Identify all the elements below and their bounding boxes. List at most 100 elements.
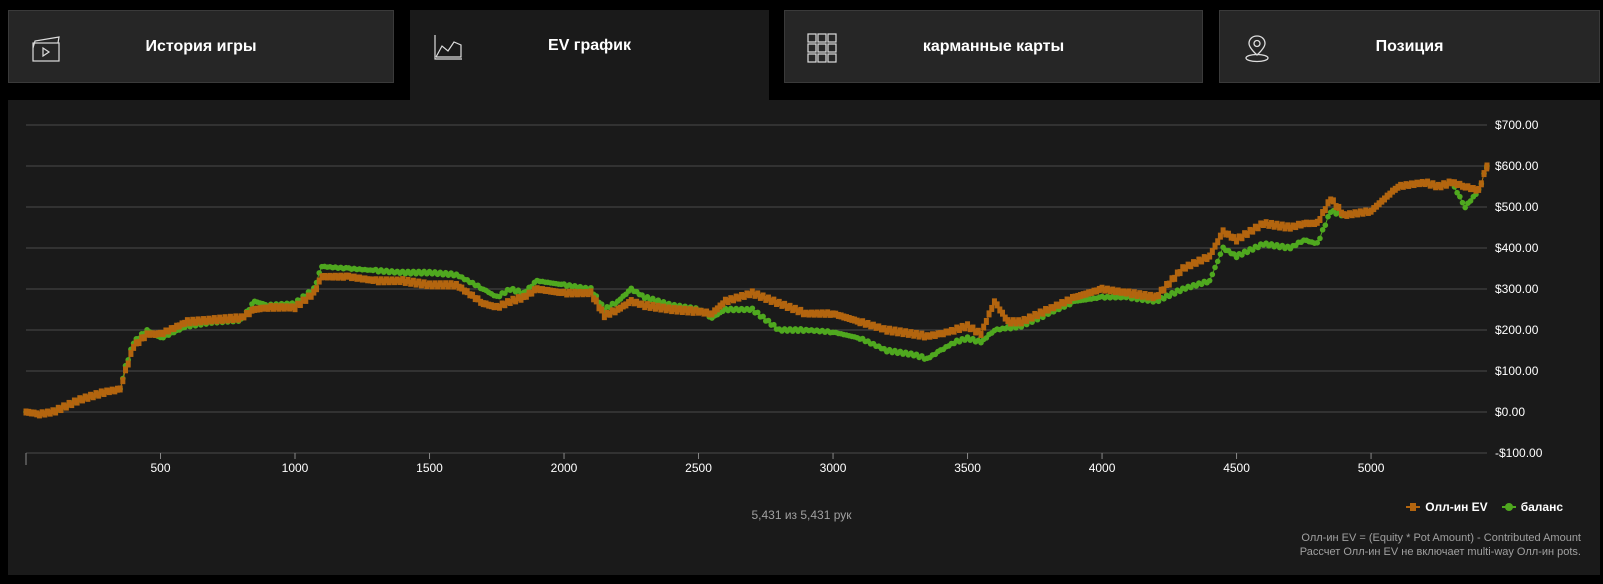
- data-point-allin-ev: [1156, 292, 1162, 300]
- data-point-allin-ev: [1131, 289, 1137, 297]
- data-point-allin-ev: [1099, 284, 1105, 292]
- data-point-allin-ev: [502, 301, 508, 309]
- data-point-allin-ev: [88, 391, 94, 399]
- data-point-allin-ev: [120, 377, 126, 385]
- data-point-allin-ev: [117, 385, 123, 393]
- data-point-allin-ev: [1242, 230, 1248, 238]
- data-point-allin-ev: [394, 276, 400, 284]
- data-point-allin-ev: [873, 323, 879, 331]
- data-point-allin-ev: [1026, 313, 1032, 321]
- data-point-allin-ev: [862, 320, 868, 328]
- tab-game-history[interactable]: История игры: [8, 10, 394, 83]
- data-point-balance: [1317, 235, 1323, 242]
- data-point-allin-ev: [628, 297, 634, 305]
- data-point-allin-ev: [206, 315, 212, 323]
- x-tick-label: 500: [150, 461, 170, 475]
- data-point-allin-ev: [774, 299, 780, 307]
- data-point-allin-ev: [1153, 292, 1159, 300]
- data-point-allin-ev: [445, 282, 451, 290]
- data-point-allin-ev: [537, 286, 543, 294]
- data-point-allin-ev: [292, 305, 298, 313]
- data-point-allin-ev: [461, 287, 467, 295]
- data-point-allin-ev: [499, 300, 505, 308]
- data-point-allin-ev: [281, 304, 287, 312]
- hands-count: 5,431 из 5,431 рук: [751, 508, 852, 522]
- data-point-allin-ev: [39, 409, 45, 417]
- data-point-allin-ev: [1096, 285, 1102, 293]
- data-point-allin-ev: [1191, 259, 1197, 267]
- data-point-allin-ev: [265, 304, 271, 312]
- data-point-allin-ev: [846, 315, 852, 323]
- data-point-allin-ev: [599, 306, 605, 314]
- data-point-allin-ev: [967, 325, 973, 333]
- data-point-allin-ev: [1204, 255, 1210, 263]
- data-point-allin-ev: [427, 280, 433, 288]
- data-point-allin-ev: [316, 277, 322, 285]
- data-point-allin-ev: [650, 301, 656, 309]
- data-point-allin-ev: [424, 282, 430, 290]
- data-point-allin-ev: [478, 298, 484, 306]
- data-point-allin-ev: [227, 313, 233, 321]
- data-point-allin-ev: [1387, 190, 1393, 198]
- data-point-allin-ev: [163, 327, 169, 335]
- data-point-allin-ev: [472, 295, 478, 303]
- tab-hole-cards[interactable]: карманные карты: [784, 10, 1203, 83]
- data-point-allin-ev: [849, 315, 855, 323]
- data-point-allin-ev: [935, 330, 941, 338]
- data-point-allin-ev: [1115, 287, 1121, 295]
- data-point-allin-ev: [1223, 230, 1229, 238]
- x-tick-label: 2500: [685, 461, 712, 475]
- legend-item-allin-ev[interactable]: Олл-ин EV: [1406, 500, 1488, 514]
- data-point-allin-ev: [314, 285, 320, 293]
- data-point-allin-ev: [1169, 275, 1175, 283]
- data-point-allin-ev: [1330, 197, 1336, 205]
- data-point-allin-ev: [1317, 216, 1323, 224]
- data-point-allin-ev: [620, 302, 626, 310]
- data-point-allin-ev: [190, 316, 196, 324]
- tab-ev-chart[interactable]: EV график: [410, 10, 769, 100]
- data-point-allin-ev: [782, 300, 788, 308]
- data-point-allin-ev: [545, 287, 551, 295]
- data-point-allin-ev: [1457, 180, 1463, 188]
- data-point-allin-ev: [402, 278, 408, 286]
- data-point-allin-ev: [1414, 179, 1420, 187]
- data-point-allin-ev: [720, 300, 726, 308]
- data-point-allin-ev: [1056, 301, 1062, 309]
- data-point-allin-ev: [1236, 233, 1242, 241]
- data-point-allin-ev: [171, 324, 177, 332]
- data-point-allin-ev: [1355, 210, 1361, 218]
- data-point-allin-ev: [1209, 248, 1215, 256]
- data-point-allin-ev: [749, 288, 755, 296]
- data-point-allin-ev: [1295, 220, 1301, 228]
- data-point-allin-ev: [618, 304, 624, 312]
- data-point-allin-ev: [123, 366, 129, 374]
- data-point-allin-ev: [693, 306, 699, 314]
- data-point-balance: [1457, 193, 1463, 200]
- data-point-allin-ev: [209, 317, 215, 325]
- data-point-allin-ev: [903, 328, 909, 336]
- data-point-allin-ev: [830, 310, 836, 318]
- data-point-allin-ev: [927, 332, 933, 340]
- data-point-allin-ev: [604, 309, 610, 317]
- legend-swatch-balance: [1501, 503, 1516, 511]
- data-point-allin-ev: [319, 273, 325, 281]
- data-point-allin-ev: [556, 288, 562, 296]
- data-point-allin-ev: [362, 275, 368, 283]
- data-point-allin-ev: [284, 303, 290, 311]
- data-point-allin-ev: [1376, 200, 1382, 208]
- data-point-allin-ev: [626, 299, 632, 307]
- tab-position[interactable]: Позиция: [1219, 10, 1600, 83]
- data-point-allin-ev: [1419, 178, 1425, 186]
- data-point-allin-ev: [1016, 317, 1022, 325]
- data-point-allin-ev: [1010, 317, 1016, 325]
- legend-item-balance[interactable]: баланс: [1501, 500, 1563, 514]
- data-point-allin-ev: [421, 279, 427, 287]
- data-point-balance: [1325, 213, 1331, 220]
- data-point-allin-ev: [897, 327, 903, 335]
- data-point-allin-ev: [158, 329, 164, 337]
- data-point-allin-ev: [679, 307, 685, 315]
- data-point-allin-ev: [566, 288, 572, 296]
- data-point-balance: [1462, 204, 1469, 211]
- data-point-allin-ev: [133, 339, 139, 347]
- y-tick-label: -$100.00: [1495, 446, 1543, 460]
